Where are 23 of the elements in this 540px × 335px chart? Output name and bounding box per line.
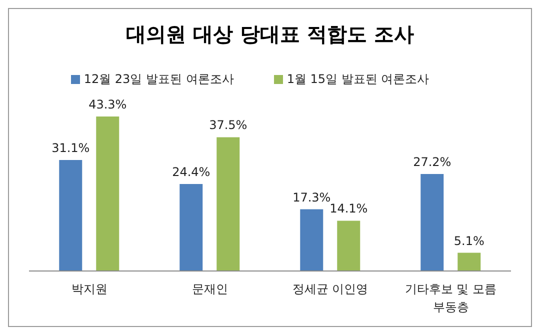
legend-label: 1월 15일 발표된 여론조사 (286, 72, 430, 86)
data-label: 37.5% (209, 118, 248, 132)
x-tick-label: 박지원 (71, 282, 108, 296)
chart-title: 대의원 대상 당대표 적합도 조사 (125, 21, 415, 48)
data-label: 43.3% (88, 98, 127, 112)
data-label: 14.1% (330, 202, 368, 216)
legend-label: 12월 23일 발표된 여론조사 (84, 72, 234, 86)
data-label: 24.4% (172, 164, 210, 179)
bar (59, 160, 82, 271)
data-label: 31.1% (52, 141, 90, 156)
bar (337, 220, 360, 271)
bar (180, 184, 203, 271)
data-label: 27.2% (413, 154, 452, 169)
bar (96, 116, 120, 271)
bar (300, 209, 324, 271)
bar (458, 252, 481, 271)
data-label: 17.3% (292, 190, 331, 204)
bar (420, 174, 444, 271)
data-label: 5.1% (454, 234, 484, 248)
x-tick-label: 기타후보 및 모름 부동층 (404, 282, 497, 314)
x-tick-label: 정세균 이인영 (292, 282, 368, 296)
bar (216, 137, 240, 271)
x-tick-label: 문재인 (192, 282, 228, 296)
